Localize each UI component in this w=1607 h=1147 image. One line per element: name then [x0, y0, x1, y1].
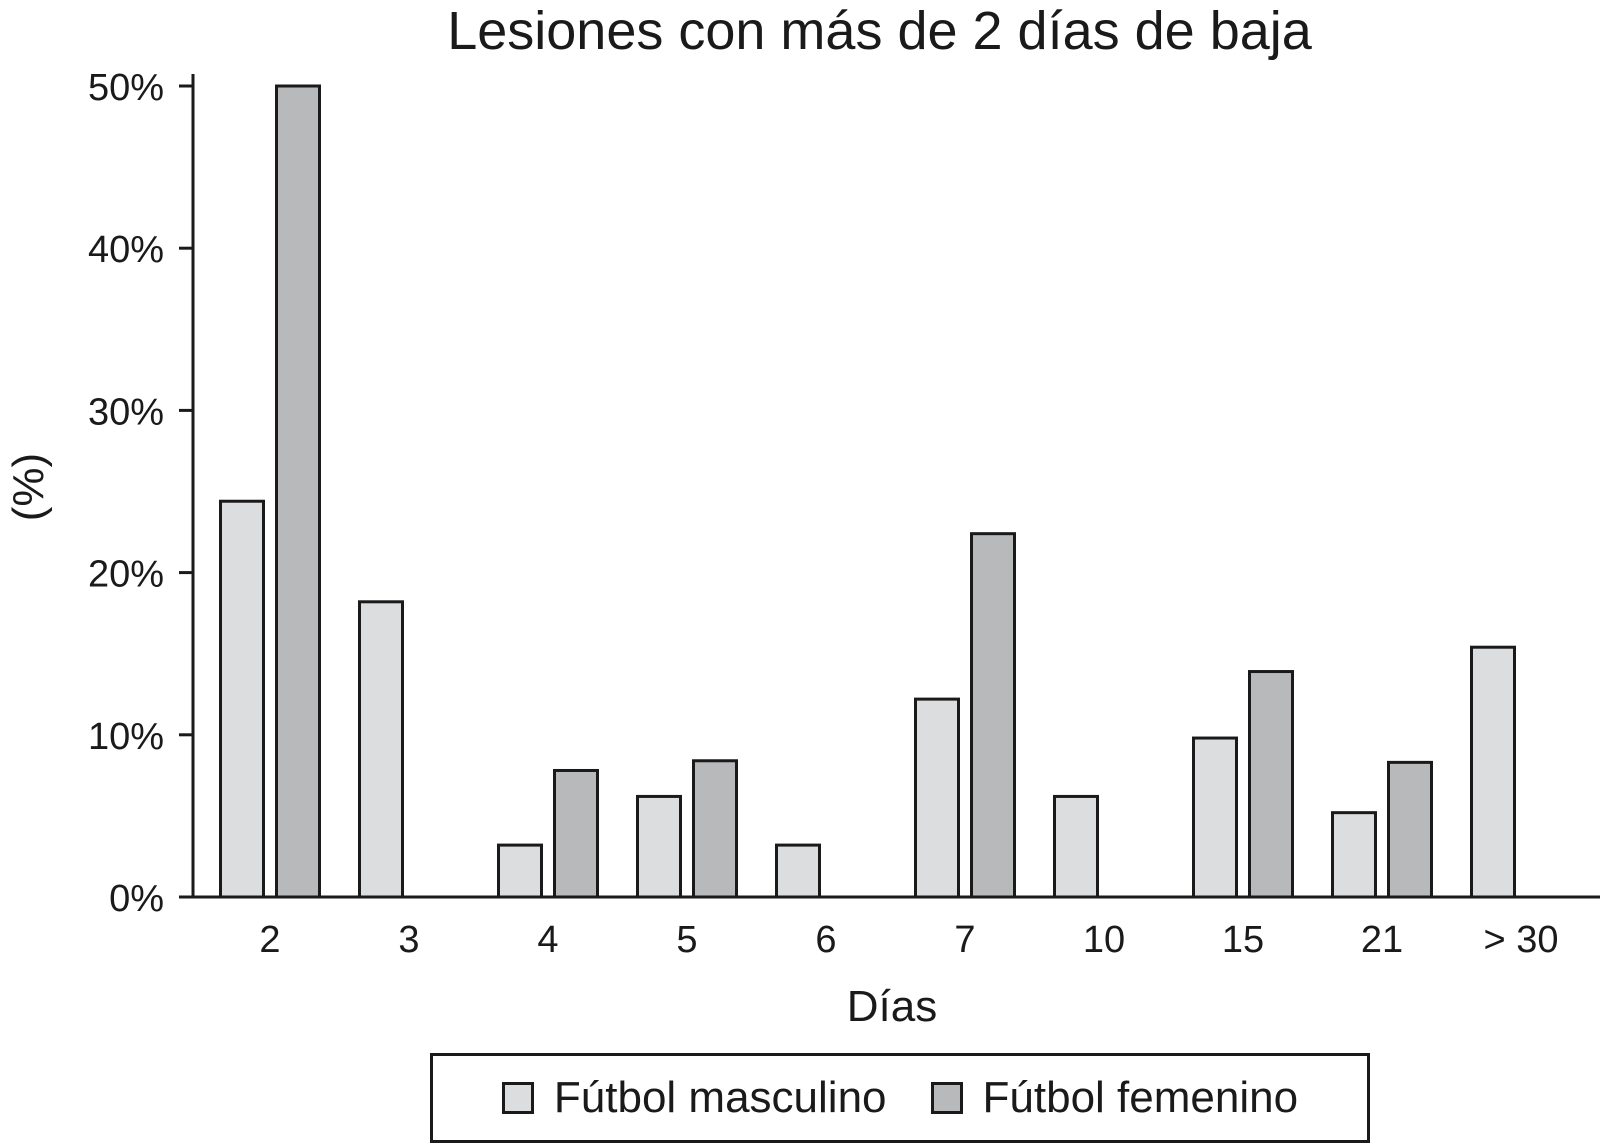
bar-femenino-7	[1248, 670, 1294, 899]
bar-femenino-0	[275, 84, 321, 899]
x-tick-label-6: 10	[1083, 919, 1125, 961]
y-tick-label-3: 30%	[88, 391, 164, 433]
x-tick-label-4: 6	[815, 919, 836, 961]
bar-masculino-4	[775, 843, 821, 899]
bar-masculino-1	[358, 600, 404, 899]
x-ticks-group: 2 3 4 5 6 7 10 15 21 > 30	[259, 919, 1558, 961]
chart-title: Lesiones con más de 2 días de baja	[447, 1, 1312, 61]
legend-label-masculino: Fútbol masculino	[553, 1073, 887, 1122]
legend: Fútbol masculino Fútbol femenino	[430, 1053, 1370, 1143]
y-tick-label-0: 0%	[109, 878, 164, 920]
x-tick-label-7: 15	[1222, 919, 1264, 961]
bar-masculino-0	[219, 499, 265, 899]
bar-masculino-7	[1192, 736, 1238, 899]
x-tick-label-9: > 30	[1483, 919, 1558, 961]
axes-group	[191, 74, 1600, 899]
legend-item-femenino: Fútbol femenino	[930, 1073, 1299, 1123]
bar-masculino-9	[1470, 645, 1516, 899]
y-tick-label-2: 20%	[88, 554, 164, 596]
bar-masculino-2	[497, 843, 543, 899]
y-tick-label-1: 10%	[88, 716, 164, 758]
y-ticks-group: 0% 10% 20% 30% 40% 50%	[88, 67, 193, 920]
x-tick-label-5: 7	[954, 919, 975, 961]
x-axis-label: Días	[846, 982, 938, 1031]
bar-masculino-6	[1053, 794, 1099, 899]
bar-femenino-2	[553, 768, 599, 899]
legend-item-masculino: Fútbol masculino	[501, 1073, 887, 1123]
legend-label-femenino: Fútbol femenino	[982, 1073, 1299, 1122]
x-tick-label-0: 2	[259, 919, 280, 961]
x-tick-label-2: 4	[537, 919, 558, 961]
bar-masculino-3	[636, 794, 682, 899]
x-tick-label-3: 5	[676, 919, 697, 961]
y-tick-label-5: 50%	[88, 67, 164, 109]
bars-group	[219, 84, 1516, 899]
bar-masculino-8	[1331, 811, 1377, 899]
bar-masculino-5	[914, 697, 960, 899]
legend-swatch-masculino	[501, 1082, 534, 1114]
bar-femenino-5	[970, 532, 1016, 899]
y-axis-label: (%)	[4, 452, 53, 522]
x-tick-label-1: 3	[398, 919, 419, 961]
bar-femenino-8	[1387, 760, 1433, 899]
x-tick-label-8: 21	[1361, 919, 1403, 961]
y-tick-label-4: 40%	[88, 229, 164, 271]
legend-swatch-femenino	[930, 1082, 963, 1114]
bar-femenino-3	[692, 759, 738, 899]
